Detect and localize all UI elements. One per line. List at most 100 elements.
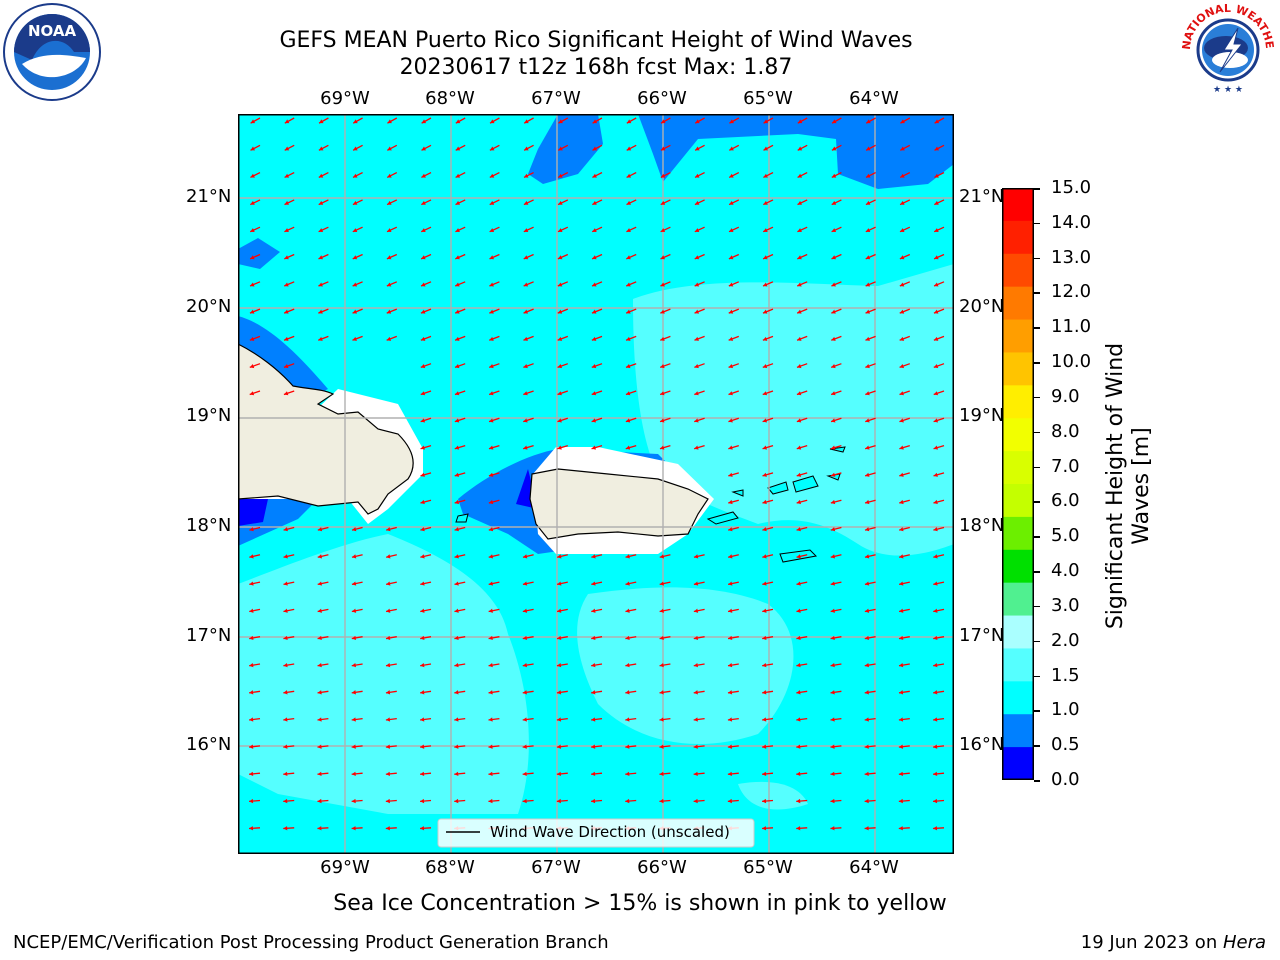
wave-direction-arrowhead [557,418,562,423]
wave-direction-arrowhead [319,119,324,124]
wave-direction-arrowhead [899,336,905,341]
colorbar-tick [1034,745,1040,747]
wave-direction-arrowhead [830,690,835,695]
wave-direction-arrowhead [934,146,940,151]
wave-direction-arrowhead [899,282,905,287]
wave-direction-arrowhead [489,282,494,287]
wave-direction-arrowhead [659,635,664,641]
lat-label-right: 17°N [959,625,1005,646]
wave-direction-arrowhead [385,717,391,722]
wave-direction-arrowhead [625,418,631,423]
wave-direction-arrowhead [659,717,664,722]
wave-direction-arrowhead [317,690,322,695]
wave-direction-arrowhead [420,826,425,831]
lat-label-left: 17°N [186,625,232,646]
wave-direction-arrowhead [421,146,427,151]
colorbar-band [1002,253,1034,288]
colorbar-tick [1034,362,1040,364]
wave-direction-arrowhead [283,717,288,722]
wave-direction-arrowhead [454,581,459,586]
wave-direction-arrowhead [660,200,666,205]
wave-direction-arrowhead [864,554,870,559]
wave-direction-arrowhead [728,635,733,641]
wave-zone-0p0 [238,499,268,526]
wave-direction-arrowhead [660,309,665,314]
wave-direction-arrowhead [488,608,493,613]
wave-direction-arrowhead [660,282,665,287]
wave-direction-arrowhead [420,472,425,477]
wave-direction-arrowhead [387,200,392,205]
wave-direction-arrowhead [762,445,767,450]
wave-direction-arrowhead [454,662,459,668]
colorbar-tick-label: 5.0 [1051,525,1080,547]
wave-direction-arrowhead [420,336,426,341]
wave-direction-arrowhead [421,255,426,260]
wave-direction-arrowhead [796,472,802,477]
wave-direction-arrowhead [865,418,870,423]
wave-direction-arrowhead [523,445,528,450]
wave-direction-arrowhead [865,391,870,396]
wave-direction-arrowhead [933,771,938,777]
map-legend: Wind Wave Direction (unscaled) [437,818,755,848]
colorbar-tick-label: 9.0 [1051,385,1080,407]
colorbar-tick [1034,605,1040,608]
wave-direction-arrowhead [387,173,392,178]
wave-direction-arrowhead [283,690,288,695]
wave-direction-arrowhead [728,472,733,477]
wave-direction-arrowhead [796,690,801,695]
wave-direction-arrowhead [796,364,802,369]
wave-direction-arrowhead [421,173,426,178]
wave-direction-arrowhead [864,744,869,749]
colorbar-tick-label: 1.0 [1051,699,1080,721]
wave-direction-arrowhead [454,554,459,559]
wave-direction-arrowhead [317,798,322,804]
wave-direction-arrowhead [933,445,938,450]
wave-direction-arrowhead [421,119,427,124]
wave-direction-arrowhead [660,228,666,233]
wave-direction-arrowhead [249,744,254,749]
wave-direction-arrowhead [454,608,459,613]
wave-direction-arrowhead [866,173,871,178]
wave-direction-arrowhead [523,418,528,423]
wave-direction-arrowhead [694,255,700,260]
wave-direction-arrowhead [351,771,356,777]
colorbar-tick-label: 1.5 [1051,664,1080,686]
wave-direction-arrowhead [864,771,869,777]
wave-direction-arrowhead [556,717,562,722]
wave-direction-arrowhead [351,744,356,749]
wave-direction-arrowhead [796,826,801,831]
wave-direction-arrowhead [557,608,562,613]
wave-direction-arrowhead [558,146,563,151]
wave-direction-arrowhead [796,608,801,613]
wave-direction-arrowhead [659,608,664,613]
wave-direction-arrowhead [865,200,871,205]
wave-direction-arrowhead [796,771,801,777]
wave-direction-arrowhead [625,445,631,450]
wave-direction-arrowhead [830,472,836,477]
wave-direction-arrowhead [352,336,357,341]
lon-label-bottom: 64°W [849,857,899,878]
wave-direction-arrowhead [250,282,255,287]
colorbar-band [1002,516,1034,551]
island-st-john [792,475,819,493]
wave-direction-arrowhead [455,173,461,178]
wave-direction-arrowhead [455,119,461,124]
wave-direction-arrowhead [693,662,699,668]
wave-direction-arrowhead [660,146,666,151]
wave-direction-arrowhead [385,690,391,695]
wave-direction-arrowhead [385,798,390,804]
wave-direction-arrowhead [489,200,495,205]
wave-direction-arrowhead [592,228,597,233]
wave-direction-arrowhead [556,798,561,804]
wave-direction-arrowhead [488,499,494,505]
wave-direction-arrowhead [762,717,767,722]
wave-direction-arrowhead [762,391,768,396]
wave-direction-arrowhead [421,228,426,233]
wave-direction-arrowhead [249,581,254,586]
wave-direction-arrowhead [693,635,699,641]
wave-direction-arrowhead [592,173,597,178]
colorbar-label: Significant Height of Wind Waves [m] [1103,336,1155,636]
wave-direction-arrowhead [694,200,700,205]
wave-direction-arrowhead [898,744,904,749]
wave-direction-arrowhead [249,798,254,804]
